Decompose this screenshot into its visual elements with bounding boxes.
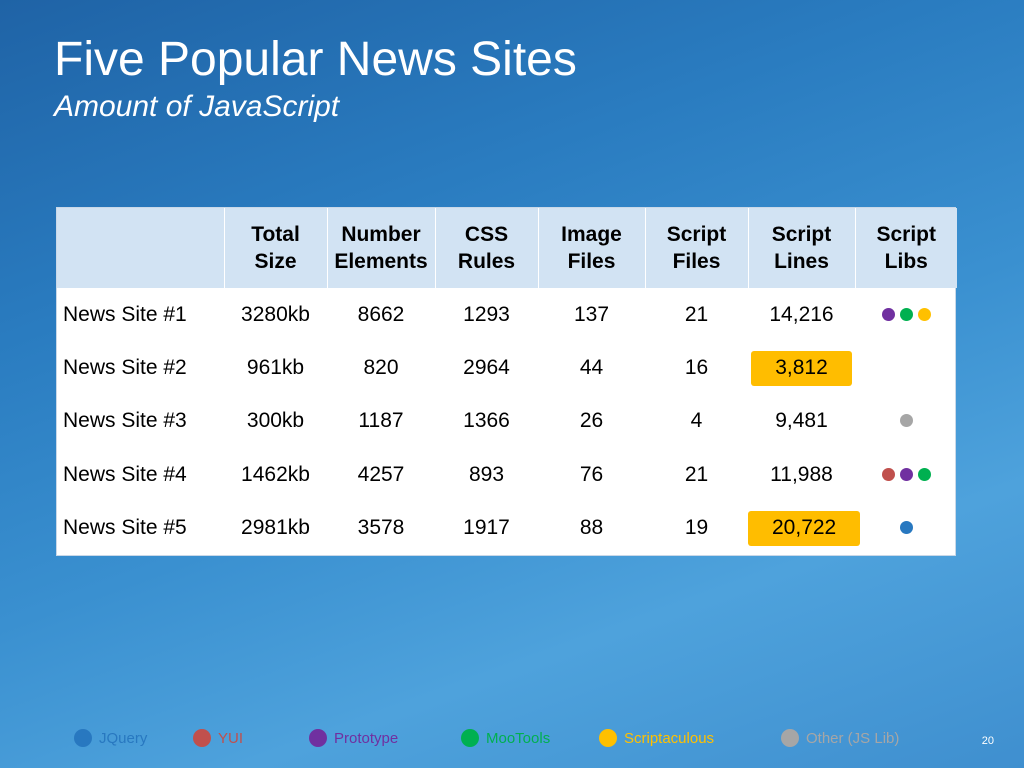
page-number: 20 <box>981 735 994 747</box>
table-row: News Site #3 300kb 1187 1366 26 4 9,481 <box>57 395 957 448</box>
header-image-files: Image Files <box>538 208 646 288</box>
jquery-lib-dot-icon <box>899 521 913 535</box>
table-row: News Site #4 1462kb 4257 893 76 21 11,988 <box>57 448 957 501</box>
header-cell-blank <box>57 208 225 288</box>
legend-item-prototype: Prototype <box>309 729 398 747</box>
yui-legend-dot-icon <box>193 729 211 747</box>
script-files-cell: 21 <box>684 462 709 486</box>
header-script-files: Script Files <box>645 208 749 288</box>
total-size-cell: 2981kb <box>241 516 310 540</box>
news-sites-table: Total Size Number Elements CSS Rules Image F… <box>57 208 957 555</box>
legend-item-jquery: JQuery <box>74 729 147 747</box>
elements-cell: 3578 <box>357 516 405 540</box>
css-rules-cell: 1917 <box>463 516 510 540</box>
total-size-cell: 300kb <box>246 409 305 433</box>
css-rules-cell: 1293 <box>463 302 510 326</box>
script-lines-value: 9,481 <box>775 409 828 433</box>
legend-item-other: Other (JS Lib) <box>781 729 899 747</box>
image-files-cell: 76 <box>579 462 604 486</box>
site-name-cell: News Site #5 <box>63 516 187 540</box>
legend-label: YUI <box>218 729 244 747</box>
script-lines-value: 11,988 <box>770 462 833 486</box>
elements-cell: 4257 <box>357 462 405 486</box>
script-lines-highlighted-value: 3,812 <box>751 350 852 386</box>
image-files-cell: 26 <box>579 409 604 433</box>
header-script-lines: Script Lines <box>748 208 856 288</box>
mootools-legend-dot-icon <box>461 729 479 747</box>
image-files-cell: 137 <box>573 302 610 326</box>
data-table-container: Total Size Number Elements CSS Rules Image F… <box>56 207 957 556</box>
script-libs-cell <box>855 341 957 394</box>
legend-label: Scriptaculous <box>624 729 715 747</box>
script-lines-cell: 20,722 <box>748 502 861 555</box>
script-files-cell: 4 <box>690 409 703 433</box>
image-files-cell: 88 <box>579 516 604 540</box>
script-lines-cell: 14,216 <box>748 288 855 341</box>
prototype-lib-dot-icon <box>899 467 913 481</box>
script-libs-cell <box>855 288 957 341</box>
css-rules-cell: 893 <box>468 462 505 486</box>
legend-label: MooTools <box>486 729 551 747</box>
yui-lib-dot-icon <box>881 467 895 481</box>
scriptaculous-legend-dot-icon <box>599 729 617 747</box>
total-size-cell: 961kb <box>246 356 305 380</box>
script-files-cell: 16 <box>684 356 709 380</box>
script-lines-cell: 9,481 <box>748 395 855 448</box>
total-size-cell: 3280kb <box>241 302 310 326</box>
script-libs-cell <box>855 395 957 448</box>
script-files-cell: 21 <box>684 302 709 326</box>
legend-item-mootools: MooTools <box>461 729 550 747</box>
legend-label: Other (JS Lib) <box>806 729 900 747</box>
legend-item-yui: YUI <box>193 729 243 747</box>
elements-cell: 8662 <box>357 302 405 326</box>
script-lines-cell: 3,812 <box>748 341 855 394</box>
lib-indicator-group <box>899 414 913 428</box>
total-size-cell: 1462kb <box>241 462 310 486</box>
script-files-cell: 19 <box>684 516 709 540</box>
other-lib-dot-icon <box>899 414 913 428</box>
site-name-cell: News Site #4 <box>63 462 187 486</box>
script-libs-cell <box>855 448 957 501</box>
legend-item-scriptaculous: Scriptaculous <box>599 729 714 747</box>
site-name-cell: News Site #1 <box>63 302 187 326</box>
lib-indicator-group <box>899 521 913 535</box>
table-row: News Site #1 3280kb 8662 1293 137 21 14,216 <box>57 288 957 341</box>
script-lines-highlighted-value: 20,722 <box>748 510 861 546</box>
scriptaculous-lib-dot-icon <box>917 307 931 321</box>
site-name-cell: News Site #2 <box>63 356 187 380</box>
header-number-elements: Number Elements <box>327 208 436 288</box>
prototype-lib-dot-icon <box>881 307 895 321</box>
script-libs-cell <box>855 502 957 555</box>
table-header-row: Total Size Number Elements CSS Rules Image F… <box>57 208 957 288</box>
legend-label: JQuery <box>99 729 148 747</box>
elements-cell: 820 <box>363 356 399 380</box>
script-lines-cell: 11,988 <box>748 448 855 501</box>
library-legend: JQuery YUI Prototype MooTools Scriptaculous O… <box>0 729 1024 751</box>
other-legend-dot-icon <box>781 729 799 747</box>
elements-cell: 1187 <box>358 409 404 433</box>
header-total-size: Total Size <box>224 208 328 288</box>
css-rules-cell: 1366 <box>463 409 510 433</box>
legend-label: Prototype <box>334 729 399 747</box>
mootools-lib-dot-icon <box>917 467 931 481</box>
header-css-rules: CSS Rules <box>435 208 539 288</box>
table-row: News Site #5 2981kb 3578 1917 88 19 20,722 <box>57 502 957 555</box>
script-lines-value: 14,216 <box>769 302 834 326</box>
prototype-legend-dot-icon <box>309 729 327 747</box>
jquery-legend-dot-icon <box>74 729 92 747</box>
slide-subtitle: Amount of JavaScript <box>54 90 340 123</box>
lib-indicator-group <box>881 307 931 321</box>
header-script-libs: Script Libs <box>855 208 957 288</box>
lib-indicator-group <box>881 467 931 481</box>
site-name-cell: News Site #3 <box>63 409 187 433</box>
css-rules-cell: 2964 <box>463 356 510 380</box>
image-files-cell: 44 <box>579 356 604 380</box>
mootools-lib-dot-icon <box>899 307 913 321</box>
slide-title: Five Popular News Sites <box>54 33 577 86</box>
table-body: News Site #1 3280kb 8662 1293 137 21 14,216 New… <box>57 288 957 555</box>
table-row: News Site #2 961kb 820 2964 44 16 3,812 <box>57 341 957 394</box>
